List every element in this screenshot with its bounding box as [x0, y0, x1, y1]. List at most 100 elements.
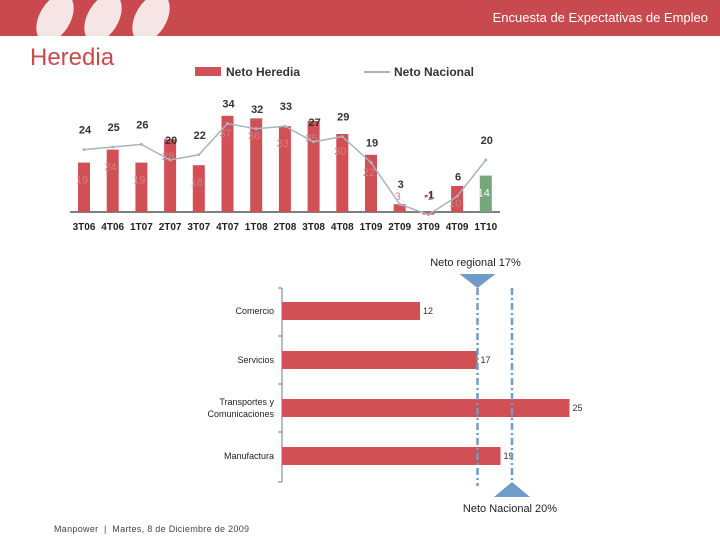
tick-label-4T07: 4T07	[216, 222, 239, 233]
bar-label-heredia-2T08: 33	[277, 138, 289, 150]
bar-label-heredia-4T06: 24	[105, 162, 117, 174]
tick-label-2T09: 2T09	[388, 222, 411, 233]
point-nacional-1T10	[484, 158, 488, 162]
legend-swatch-heredia	[195, 67, 221, 76]
point-label-nacional-3T06: 24	[79, 125, 92, 137]
bar-label-heredia-1T10: 14	[478, 188, 490, 200]
tick-label-4T06: 4T06	[101, 222, 124, 233]
bar-heredia-1T09	[365, 154, 377, 212]
tick-label-1T10: 1T10	[474, 222, 497, 233]
bar-label-heredia-4T08: 30	[334, 146, 346, 158]
header-band: Encuesta de Expectativas de Empleo	[0, 0, 720, 42]
sector-label-servicios: Servicios	[237, 355, 274, 365]
bar-label-heredia-4T07: 37	[219, 128, 231, 140]
tick-label-2T07: 2T07	[159, 222, 182, 233]
tick-label-3T09: 3T09	[417, 222, 440, 233]
point-nacional-4T06	[111, 145, 115, 149]
bar-heredia-3T08	[307, 121, 320, 212]
bar-label-heredia-1T08: 36	[248, 130, 260, 142]
bar-heredia-4T07	[221, 115, 234, 212]
point-label-nacional-2T09: 3	[398, 179, 404, 191]
reference-label-nacional: Neto Nacional 20%	[463, 503, 557, 515]
page-title: Heredia	[30, 44, 115, 71]
point-nacional-4T07	[226, 122, 229, 126]
bar-label-heredia-1T07: 19	[133, 175, 145, 187]
point-label-nacional-4T07: 34	[222, 99, 235, 111]
header-title: Encuesta de Expectativas de Empleo	[492, 10, 708, 25]
bar-heredia-2T08	[278, 126, 291, 212]
bar-label-heredia-2T09: 3	[395, 191, 401, 203]
point-label-nacional-2T08: 33	[280, 101, 292, 113]
point-nacional-1T07	[139, 142, 143, 146]
legend-label-nacional: Neto Nacional	[394, 65, 474, 79]
sector-label-transportes-y-comunicaciones-0: Transportes y	[219, 397, 274, 407]
point-nacional-3T07	[197, 153, 201, 157]
bar-heredia-1T08	[250, 118, 263, 212]
sector-bar-servicios	[282, 351, 478, 369]
point-nacional-2T07	[168, 158, 172, 162]
bar-heredia-2T07	[164, 139, 177, 212]
point-nacional-3T09	[426, 213, 430, 217]
tick-label-1T09: 1T09	[360, 222, 383, 233]
footer-date: Martes, 8 de Diciembre de 2009	[112, 524, 250, 534]
bar-heredia-4T06	[106, 149, 119, 212]
bar-heredia-3T07	[192, 165, 205, 212]
sector-value-servicios: 17	[481, 355, 491, 365]
point-nacional-4T08	[340, 135, 344, 139]
point-label-nacional-1T08: 32	[251, 104, 263, 116]
sector-label-manufactura: Manufactura	[224, 451, 274, 461]
point-label-nacional-3T08: 27	[308, 117, 320, 129]
sector-value-manufactura: 19	[504, 451, 514, 461]
point-nacional-4T09	[455, 194, 459, 198]
tick-label-4T09: 4T09	[446, 222, 469, 233]
bar-heredia-1T10	[479, 175, 492, 212]
tick-label-1T08: 1T08	[245, 222, 268, 233]
point-label-nacional-2T07: 20	[165, 135, 177, 147]
bar-label-heredia-3T07: 18	[191, 177, 203, 189]
sector-value-transportes-y-comunicaciones: 25	[573, 403, 583, 413]
tick-label-4T08: 4T08	[331, 222, 354, 233]
tick-label-3T06: 3T06	[73, 222, 96, 233]
footer-company: Manpower	[54, 524, 99, 534]
sector-bar-transportes-y-comunicaciones	[282, 399, 570, 417]
bar-label-heredia-3T09: -1	[424, 191, 434, 203]
tick-label-3T07: 3T07	[187, 222, 210, 233]
tick-label-3T08: 3T08	[302, 222, 325, 233]
sector-label-transportes-y-comunicaciones-1: Comunicaciones	[207, 409, 274, 419]
bar-label-heredia-4T09: 10	[449, 198, 461, 210]
point-nacional-3T06	[82, 148, 86, 152]
bar-heredia-4T08	[336, 134, 349, 212]
tick-label-2T08: 2T08	[274, 222, 297, 233]
point-label-nacional-4T08: 29	[337, 112, 349, 124]
tick-label-1T07: 1T07	[130, 222, 153, 233]
reference-marker-regional	[459, 274, 496, 288]
reference-marker-nacional	[494, 482, 530, 497]
footer-separator: |	[101, 524, 113, 534]
bar-heredia-1T07	[135, 162, 148, 212]
bar-heredia-2T09	[393, 204, 406, 212]
point-label-nacional-4T09: 6	[455, 171, 461, 183]
point-nacional-1T09	[369, 161, 373, 165]
sector-value-comercio: 12	[423, 306, 433, 316]
footer: Manpower | Martes, 8 de Diciembre de 200…	[54, 524, 249, 534]
bar-heredia-3T06	[78, 162, 90, 212]
bar-label-heredia-1T09: 22	[363, 167, 375, 179]
reference-label-regional: Neto regional 17%	[430, 257, 521, 269]
point-label-nacional-3T09: -1	[425, 190, 435, 202]
point-nacional-2T09	[398, 202, 402, 206]
point-label-nacional-1T07: 26	[136, 119, 148, 131]
bar-label-heredia-3T06: 19	[76, 175, 88, 187]
point-nacional-2T08	[283, 124, 287, 128]
sector-bar-comercio	[282, 302, 420, 320]
legend-label-heredia: Neto Heredia	[226, 65, 300, 79]
point-nacional-3T08	[312, 140, 316, 144]
point-label-nacional-3T07: 22	[194, 130, 206, 142]
sector-label-comercio: Comercio	[235, 306, 274, 316]
point-label-nacional-4T06: 25	[108, 122, 120, 134]
sector-bar-manufactura	[282, 447, 501, 465]
point-nacional-1T08	[254, 127, 258, 131]
point-label-nacional-1T09: 19	[366, 138, 378, 150]
point-label-nacional-1T10: 20	[481, 135, 493, 147]
